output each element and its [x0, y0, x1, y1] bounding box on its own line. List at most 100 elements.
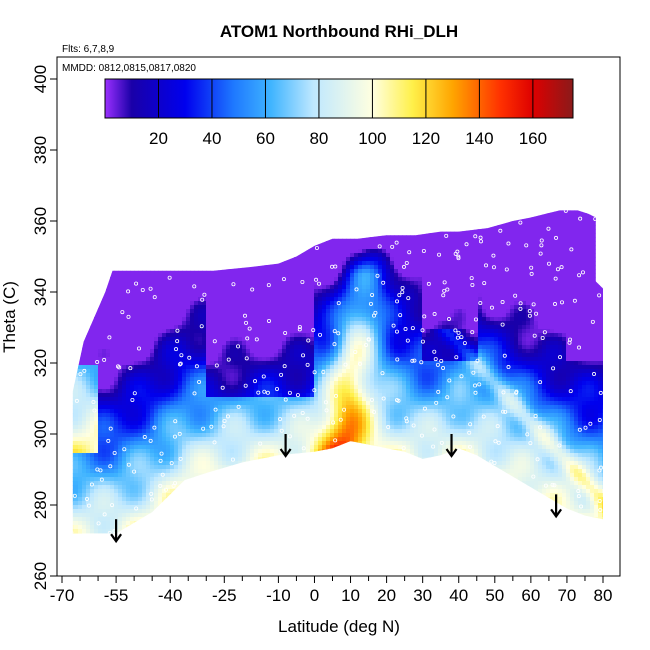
heatmap-cell — [230, 313, 235, 318]
heatmap-cell — [110, 221, 115, 226]
heatmap-cell — [246, 513, 251, 518]
heatmap-cell — [258, 213, 263, 218]
heatmap-cell — [238, 341, 243, 346]
heatmap-cell — [266, 345, 271, 350]
heatmap-cell — [90, 321, 95, 326]
heatmap-cell — [146, 345, 151, 350]
heatmap-cell — [98, 353, 103, 358]
heatmap-cell — [270, 353, 275, 358]
heatmap-cell — [254, 453, 259, 458]
heatmap-cell — [90, 469, 95, 474]
heatmap-cell — [274, 189, 278, 193]
heatmap-cell — [162, 429, 167, 434]
heatmap-cell — [238, 269, 243, 274]
heatmap-cell — [146, 449, 151, 454]
heatmap-cell — [210, 269, 215, 274]
heatmap-cell — [146, 457, 151, 462]
heatmap-cell — [94, 245, 99, 250]
heatmap-cell — [166, 485, 171, 490]
heatmap-cell — [86, 517, 91, 522]
heatmap-cell — [258, 277, 263, 282]
heatmap-cell — [210, 297, 215, 302]
heatmap-cell — [146, 421, 151, 426]
heatmap-cell — [122, 393, 127, 398]
heatmap-cell — [250, 441, 255, 446]
heatmap-cell — [74, 529, 79, 534]
heatmap-cell — [190, 233, 195, 238]
heatmap-cell — [72, 245, 75, 250]
heatmap-cell — [254, 477, 259, 482]
heatmap-cell — [218, 385, 223, 390]
heatmap-cell — [186, 333, 191, 338]
heatmap-cell — [72, 213, 75, 218]
heatmap-cell — [242, 461, 247, 466]
heatmap-cell — [122, 389, 127, 394]
heatmap-cell — [198, 433, 203, 438]
heatmap-cell — [262, 253, 267, 258]
heatmap-cell — [110, 213, 115, 218]
heatmap-cell — [102, 521, 107, 526]
heatmap-cell — [158, 437, 163, 442]
heatmap-cell — [202, 257, 207, 262]
heatmap-cell — [202, 461, 207, 466]
heatmap-cell — [162, 225, 167, 230]
heatmap-cell — [86, 325, 91, 330]
heatmap-cell — [166, 353, 171, 358]
heatmap-cell — [290, 489, 295, 494]
heatmap-cell — [282, 210, 287, 214]
heatmap-cell — [234, 401, 239, 406]
heatmap-cell — [170, 433, 175, 438]
heatmap-cell — [162, 329, 167, 334]
heatmap-cell — [78, 477, 83, 482]
heatmap-cell — [118, 473, 123, 478]
heatmap-cell — [142, 329, 147, 334]
heatmap-cell — [174, 321, 179, 326]
heatmap-cell — [294, 381, 299, 386]
heatmap-cell — [194, 213, 199, 218]
heatmap-cell — [98, 377, 103, 382]
heatmap-cell — [230, 233, 235, 238]
heatmap-cell — [234, 529, 239, 534]
heatmap-cell — [134, 185, 138, 189]
heatmap-cell — [158, 309, 163, 314]
heatmap-cell — [242, 217, 247, 222]
heatmap-cell — [126, 421, 131, 426]
heatmap-cell — [118, 349, 123, 354]
heatmap-cell — [194, 325, 199, 330]
heatmap-cell — [222, 297, 227, 302]
heatmap-cell — [238, 529, 243, 534]
heatmap-cell — [234, 369, 239, 374]
heatmap-cell — [206, 433, 211, 438]
heatmap-cell — [210, 385, 215, 390]
heatmap-cell — [72, 329, 75, 334]
heatmap-cell — [182, 437, 187, 442]
heatmap-cell — [242, 409, 247, 414]
heatmap-cell — [202, 493, 207, 498]
heatmap-cell — [122, 501, 127, 506]
heatmap-cell — [74, 221, 79, 226]
heatmap-cell — [86, 273, 91, 278]
heatmap-cell — [186, 189, 190, 193]
heatmap-cell — [230, 333, 235, 338]
heatmap-cell — [234, 361, 239, 366]
heatmap-cell — [182, 377, 187, 382]
heatmap-cell — [238, 401, 243, 406]
heatmap-field — [72, 185, 603, 534]
heatmap-cell — [126, 265, 131, 270]
heatmap-cell — [114, 241, 119, 246]
heatmap-cell — [190, 329, 195, 334]
heatmap-cell — [74, 377, 79, 382]
heatmap-cell — [290, 385, 295, 390]
heatmap-cell — [90, 501, 95, 506]
heatmap-cell — [210, 393, 215, 398]
heatmap-cell — [282, 345, 287, 350]
heatmap-cell — [210, 349, 215, 354]
heatmap-cell — [166, 405, 171, 410]
heatmap-cell — [102, 337, 107, 342]
heatmap-cell — [290, 449, 295, 454]
heatmap-cell — [270, 245, 275, 250]
heatmap-cell — [166, 529, 171, 534]
heatmap-cell — [230, 521, 235, 526]
heatmap-cell — [194, 245, 199, 250]
heatmap-cell — [78, 341, 83, 346]
